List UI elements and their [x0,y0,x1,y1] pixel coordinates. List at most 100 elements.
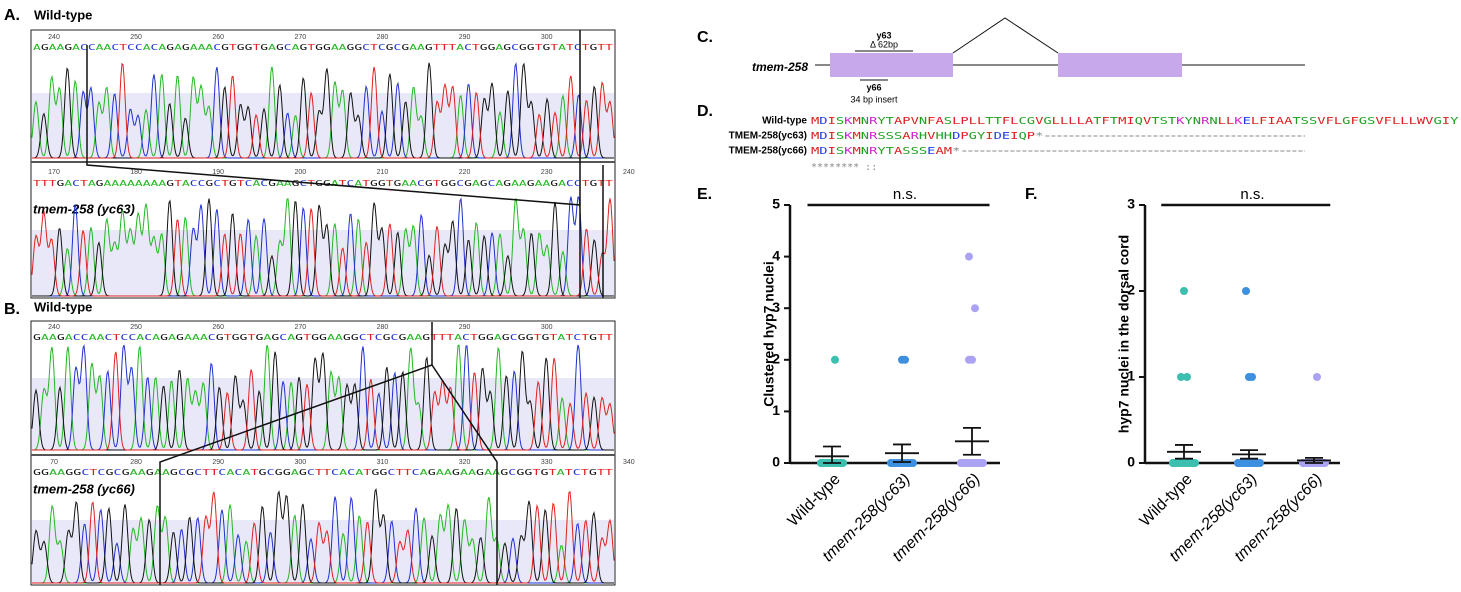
ruler-number: 190 [212,169,224,176]
alignment-line [431,364,498,585]
ruler-number: 70 [50,459,58,466]
ruler-number: 180 [130,169,142,176]
panel-label: B. [4,301,20,318]
exon [1058,53,1182,77]
trace [32,62,614,159]
trace [32,491,615,584]
gene-name: tmem-258 [752,60,808,74]
panel-frame [30,29,616,299]
trace-band [32,230,614,296]
data-point [1177,373,1185,381]
ruler-number: 240 [48,34,60,41]
ruler-number: 290 [459,34,471,41]
y-tick-label: 2 [1127,282,1135,298]
ruler-number: 300 [295,459,307,466]
y-axis-label: hyp7 nuclei in the dorsal cord [1116,235,1132,433]
row-name: TMEM-258(yc63) [729,131,807,142]
allele: y63 [876,30,891,40]
ruler-number: 280 [377,34,389,41]
ruler-number: 310 [377,459,389,466]
ruler-number: 270 [295,324,307,331]
panel-label: A. [4,7,20,24]
exon [830,53,953,77]
alignment-line [159,322,433,585]
ruler-number: 230 [541,169,553,176]
ruler-number: 290 [212,459,224,466]
ruler-number: 220 [459,169,471,176]
y-tick-label: 0 [1127,454,1135,470]
trace-title: tmem-258 (yc63) [33,201,135,216]
ruler-number: 170 [48,169,60,176]
data-point [1175,459,1184,467]
ruler-number: 320 [459,459,471,466]
trace-title: tmem-258 (yc66) [33,481,135,496]
y-axis-label: Clustered hyp7 nuclei [761,261,777,406]
data-point [1183,373,1191,381]
ruler-number: 260 [212,34,224,41]
ruler-number: 290 [459,324,471,331]
ruler-number: 260 [212,324,224,331]
ruler-number: 300 [541,34,553,41]
protein-sequence: M D I S K M N R S S S A R H V H H D P G Y I D E I Q P * [811,131,1043,142]
protein-sequence: M D I S K M N R Y T A S S S E A M * [811,146,960,157]
data-point [1313,373,1321,381]
x-tick-label: Wild-type [785,471,844,530]
row-name: TMEM-258(yc66) [729,146,807,157]
y-tick-label: 0 [772,454,780,470]
data-point [1249,459,1258,467]
data-point [1242,459,1251,467]
ruler-number: 210 [377,169,389,176]
data-point [1234,459,1242,467]
ruler-number: 250 [130,324,142,331]
trace [32,351,615,451]
allele: y66 [866,82,881,92]
trace [31,198,615,297]
ruler-number: 340 [623,459,635,466]
trace-band [32,93,614,158]
panel-label: D. [697,103,713,120]
y-tick-label: 3 [772,299,780,315]
panel-label: E. [697,186,712,203]
ruler-number: 280 [377,324,389,331]
data-point [1248,373,1256,381]
panel-label: C. [697,29,713,46]
ruler-number: 300 [541,324,553,331]
y-tick-label: 2 [772,351,780,367]
significance-label: n.s. [893,186,917,203]
data-point [974,459,983,467]
trace-title: Wild-type [34,299,92,314]
data-point [831,355,839,364]
conservation: ******** :: [811,162,877,173]
data-point [817,459,825,467]
data-point [1169,459,1177,467]
data-point [902,459,911,467]
data-point [1184,459,1193,467]
ruler-number: 200 [295,169,307,176]
y-tick-label: 1 [1127,368,1135,384]
trace [32,62,615,159]
significance-label: n.s. [1240,186,1264,203]
data-point [971,304,979,313]
ruler-number: 240 [623,169,635,176]
data-point [968,355,976,364]
data-point [887,459,895,467]
row-name: Wild-type [762,116,807,127]
y-tick-label: 1 [772,402,780,418]
y-tick-label: 5 [772,196,780,212]
panel-frame [30,320,616,586]
y-tick-label: 3 [1127,196,1135,212]
panel-label: F. [1025,186,1037,203]
data-point [1242,287,1250,295]
ruler-number: 270 [295,34,307,41]
x-tick-label: Wild-type [1137,471,1196,530]
ruler-number: 250 [130,34,142,41]
allele-note: 34 bp insert [850,94,898,104]
trace-title: Wild-type [34,7,92,22]
ruler-number: 240 [48,324,60,331]
data-point [901,355,909,364]
trace [31,487,614,584]
